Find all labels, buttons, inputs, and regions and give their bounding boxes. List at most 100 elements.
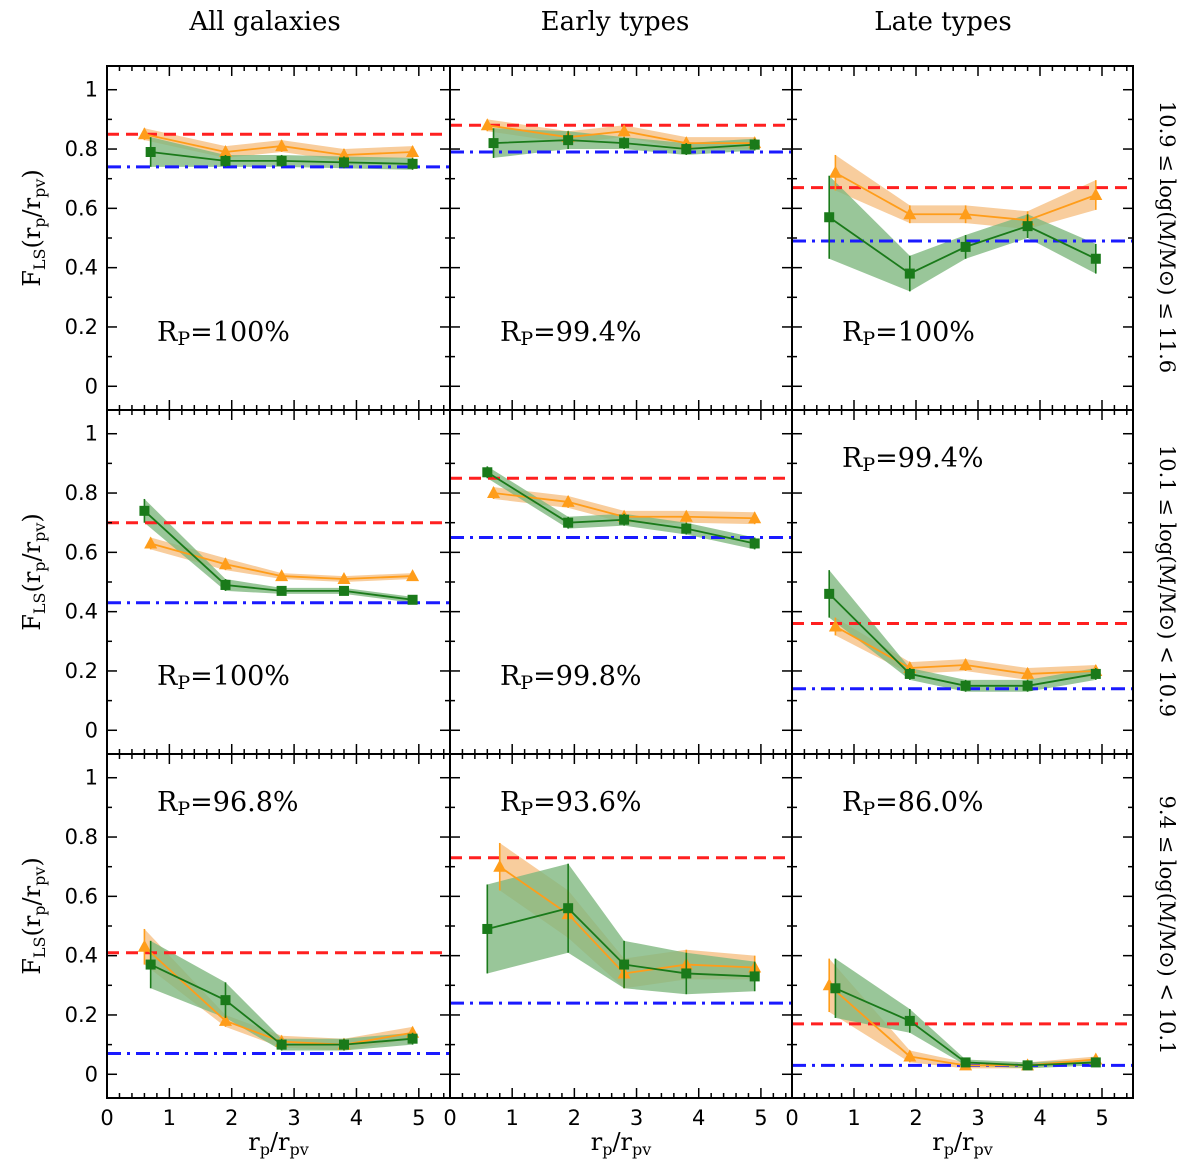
green-point — [488, 138, 499, 149]
green-point — [749, 139, 760, 150]
x-tick-label: 2 — [568, 1106, 581, 1130]
green-point — [1022, 1060, 1033, 1071]
y-tick-label: 0.2 — [65, 315, 98, 339]
green-band — [144, 498, 413, 603]
plot-area — [450, 842, 792, 1005]
orange-point — [561, 494, 575, 507]
green-point — [904, 668, 915, 679]
orange-point — [1021, 666, 1035, 679]
orange-point — [144, 536, 158, 549]
y-tick-label: 0.6 — [65, 540, 98, 564]
green-point — [407, 158, 418, 169]
orange-point — [959, 658, 973, 671]
green-point — [482, 923, 493, 934]
green-point — [563, 135, 574, 146]
x-tick-label: 3 — [287, 1106, 300, 1130]
y-tick-label: 0 — [85, 718, 98, 742]
green-point — [139, 505, 150, 516]
orange-band — [499, 842, 755, 989]
green-point — [276, 155, 287, 166]
x-tick-label: 3 — [630, 1106, 643, 1130]
plot-area — [450, 466, 792, 550]
green-point — [824, 212, 835, 223]
y-tick-label: 1 — [85, 766, 98, 790]
x-tick-label: 3 — [971, 1106, 984, 1130]
y-tick-label: 0.8 — [65, 137, 98, 161]
green-point — [145, 959, 156, 970]
green-point — [1022, 221, 1033, 232]
green-point — [220, 995, 231, 1006]
orange-band — [493, 487, 755, 525]
plot-area — [792, 570, 1133, 692]
x-tick-label: 4 — [1033, 1106, 1046, 1130]
x-axis-label: rp/rpv — [248, 1128, 309, 1159]
panel-frame — [106, 65, 451, 411]
rp-label: RP=100% — [157, 661, 290, 694]
orange-point — [218, 145, 232, 157]
green-point — [276, 1039, 287, 1050]
green-point — [619, 959, 630, 970]
y-tick-label: 0.4 — [65, 600, 98, 624]
orange-point — [275, 569, 289, 582]
row-labels: 10.9 ≤ log(M/M⊙) ≤ 11.6 10.1 ≤ log(M/M⊙)… — [1155, 101, 1179, 1055]
panel-2-2: RP=99.8% — [449, 409, 793, 755]
x-tick-label: 2 — [225, 1106, 238, 1130]
orange-point — [903, 207, 917, 220]
orange-point — [959, 207, 973, 220]
green-point — [619, 514, 630, 525]
panels: 0 0.2 0.4 0.6 0.8 1 RP=100% RP=99.4% RP=100% 0 0.2… — [65, 65, 1134, 1130]
green-point — [1022, 680, 1033, 691]
x-tick-label: 5 — [1095, 1106, 1108, 1130]
y-tick-label: 1 — [85, 78, 98, 102]
plot-area — [107, 127, 450, 170]
panel-frame — [449, 409, 793, 755]
green-point — [482, 467, 493, 478]
rp-label: RP=86.0% — [842, 787, 984, 820]
green-band — [829, 175, 1096, 292]
y-axis-label: FLS(rp/rpv) — [18, 857, 49, 975]
panel-1-3: RP=100% — [791, 65, 1134, 411]
x-tick-label: 0 — [443, 1106, 456, 1130]
green-point — [276, 585, 287, 596]
x-axis-label: rp/rpv — [591, 1128, 652, 1159]
x-tick-label: 1 — [847, 1106, 860, 1130]
green-point — [563, 903, 574, 914]
green-point — [563, 517, 574, 528]
rp-label: RP=100% — [842, 317, 975, 350]
green-point — [407, 1033, 418, 1044]
panel-frame — [449, 65, 793, 411]
x-tick-label: 4 — [692, 1106, 705, 1130]
orange-point — [828, 165, 842, 178]
orange-point — [275, 139, 289, 152]
panel-1-2: RP=99.4% — [449, 65, 793, 411]
y-tick-label: 0.4 — [65, 256, 98, 280]
plot-area — [450, 118, 792, 158]
orange-point — [137, 127, 151, 140]
y-axis-label: FLS(rp/rpv) — [18, 513, 49, 631]
green-point — [904, 1015, 915, 1026]
y-tick-label: 0.8 — [65, 825, 98, 849]
y-tick-label: 0.4 — [65, 944, 98, 968]
orange-point — [218, 1013, 232, 1026]
row-label-mid-mass: 10.1 ≤ log(M/M⊙) < 10.9 — [1155, 445, 1179, 717]
orange-point — [337, 572, 351, 585]
green-point — [824, 588, 835, 599]
y-tick-label: 0.8 — [65, 481, 98, 505]
panel-2-1: 0 0.2 0.4 0.6 0.8 1 RP=100% — [65, 409, 451, 755]
y-tick-label: 0 — [85, 374, 98, 398]
y-tick-label: 1 — [85, 422, 98, 446]
plot-area — [107, 498, 450, 605]
green-point — [904, 268, 915, 279]
column-title-all: All galaxies — [188, 7, 340, 37]
green-point — [619, 138, 630, 149]
orange-point — [617, 124, 631, 137]
panel-3-3: 0 1 2 3 4 5 RP=86.0% — [785, 753, 1134, 1130]
x-tick-label: 1 — [505, 1106, 518, 1130]
green-point — [338, 157, 349, 168]
panel-2-3: RP=99.4% — [791, 409, 1134, 755]
green-point — [1090, 253, 1101, 264]
green-point — [1090, 668, 1101, 679]
y-tick-label: 0 — [85, 1062, 98, 1086]
panel-3-1: 0 0.2 0.4 0.6 0.8 1 0 1 2 3 4 5 RP=96.8% — [65, 753, 451, 1130]
